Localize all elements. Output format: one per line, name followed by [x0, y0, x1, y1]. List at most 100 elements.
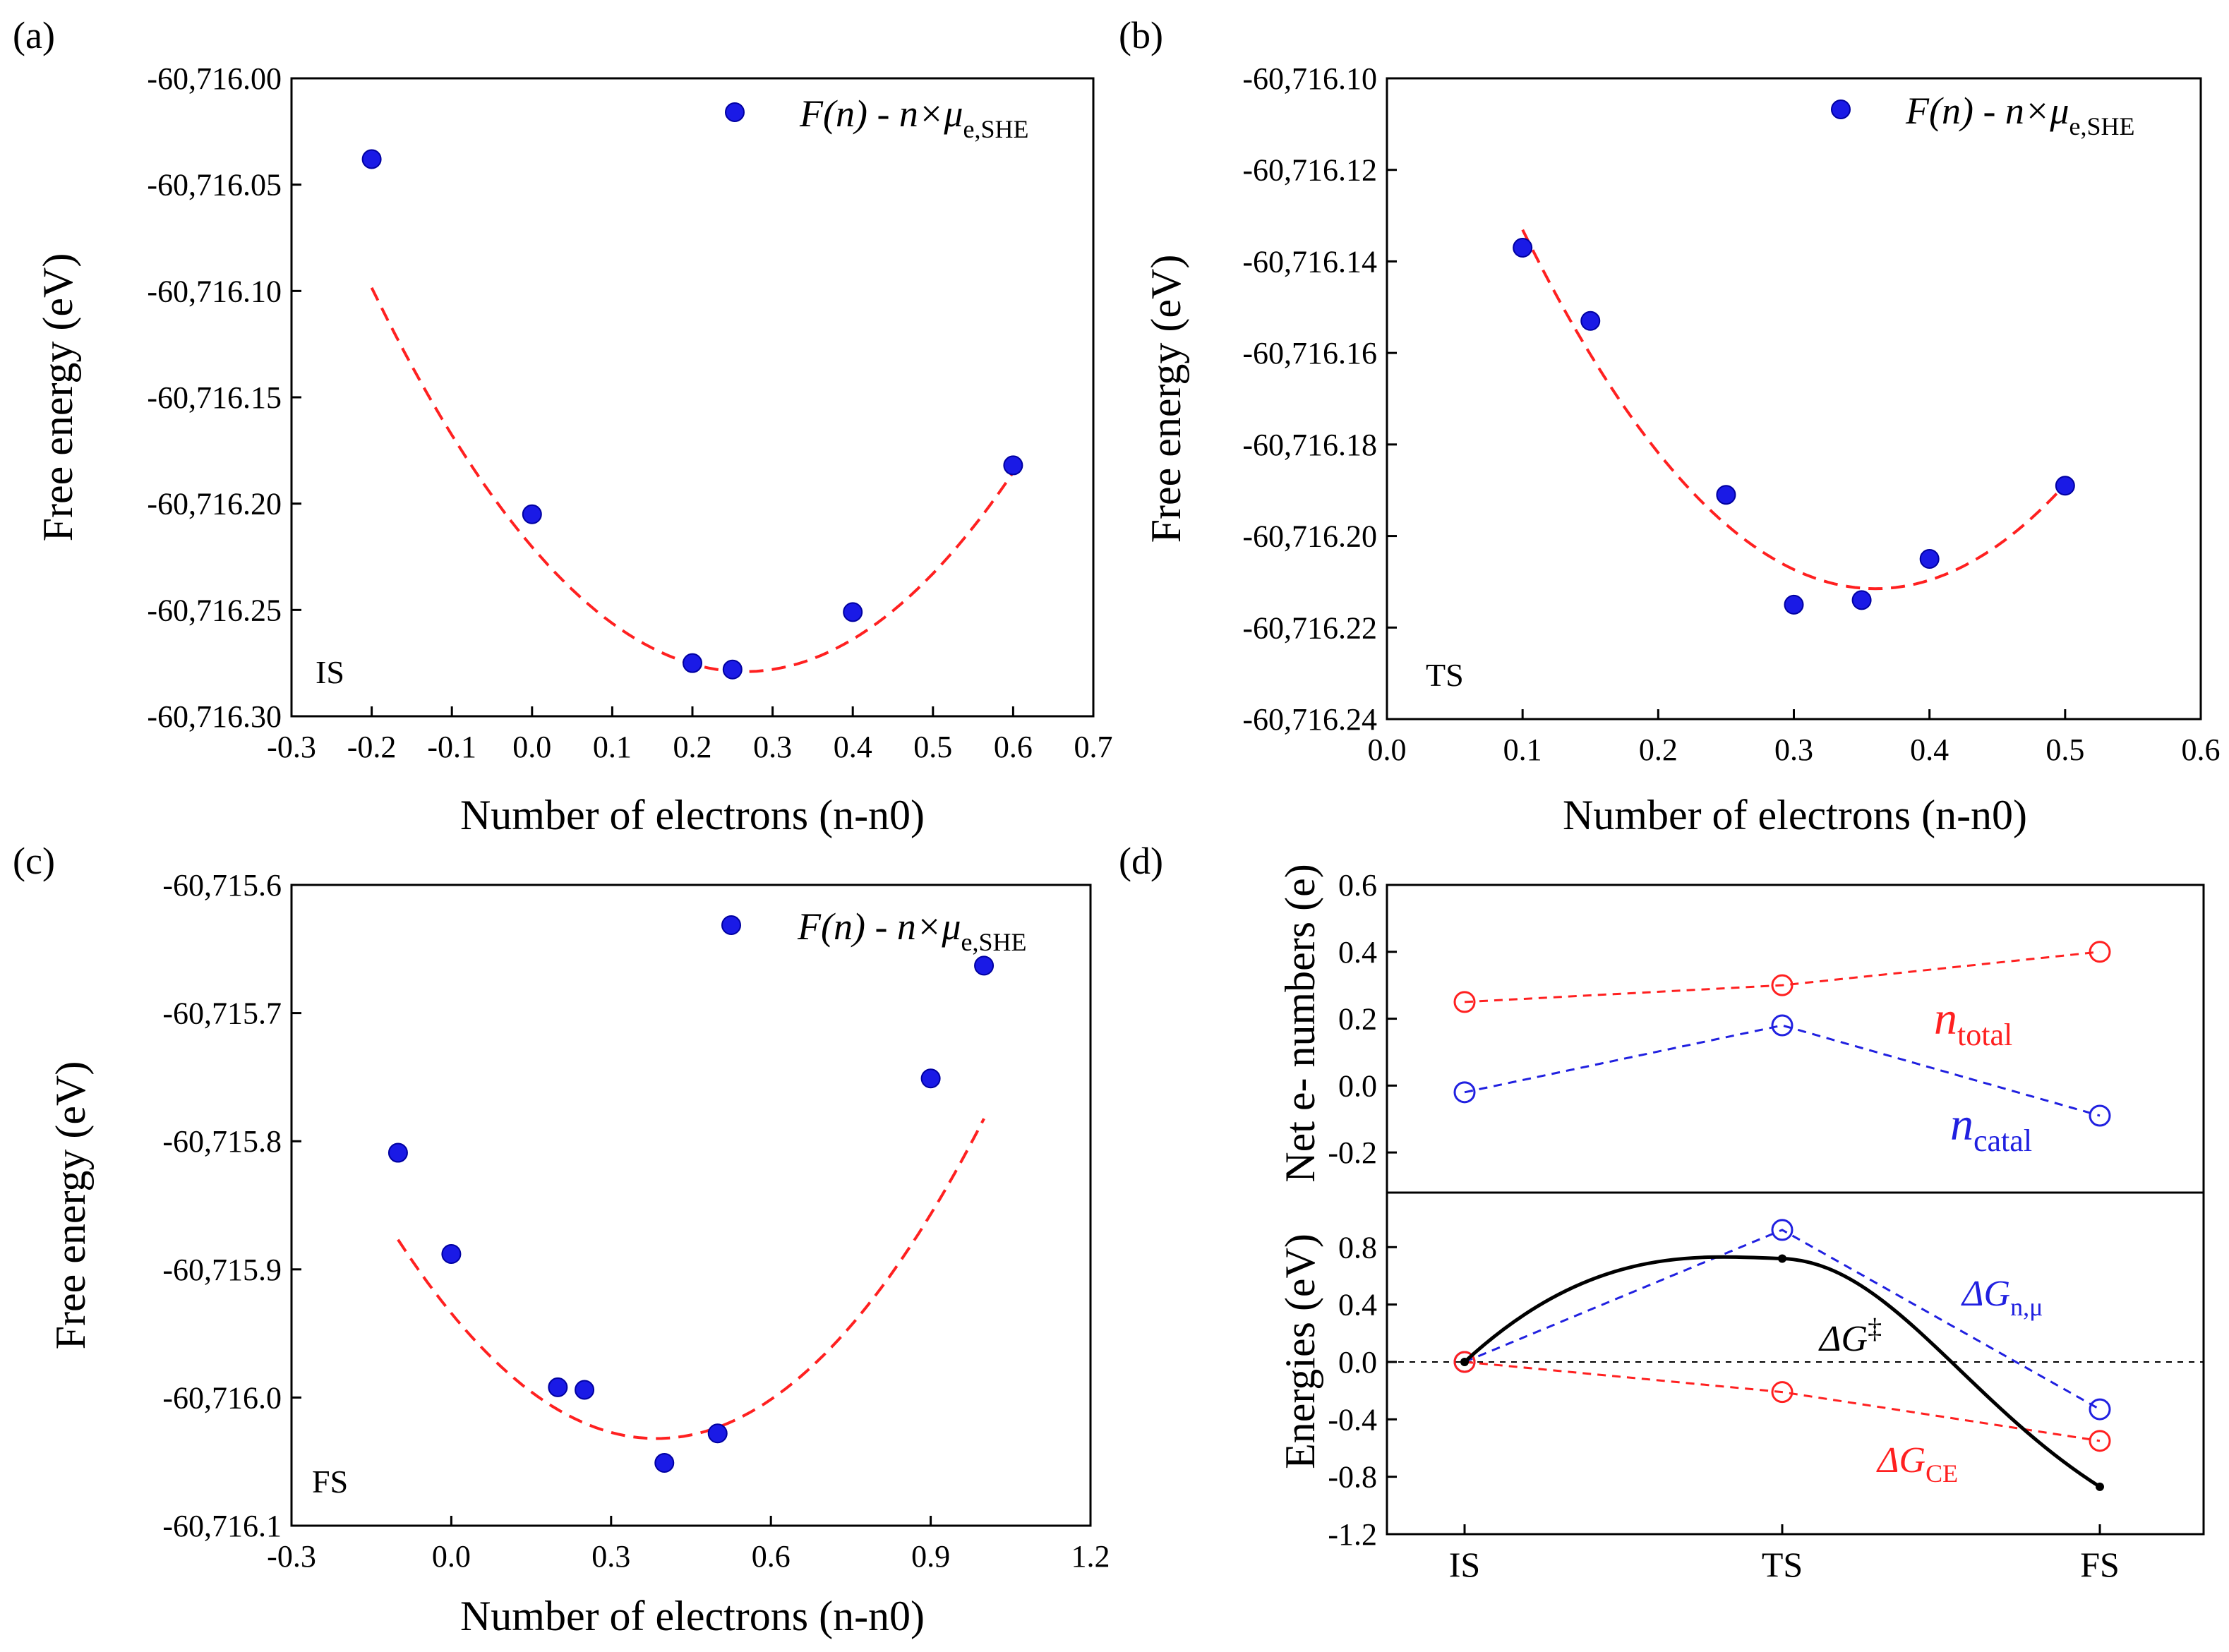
- panel-label-a: (a): [13, 14, 55, 56]
- data-point-b: [1716, 485, 1736, 505]
- series-point-n_catal: [2089, 1104, 2111, 1127]
- series-point-dG_n_mu: [2089, 1398, 2111, 1421]
- legend-marker-a: [725, 102, 745, 122]
- ytick-label-b: -60,716.12: [1242, 153, 1377, 188]
- panel-label-c: (c): [13, 840, 55, 882]
- ytick-label-b: -60,716.14: [1242, 244, 1377, 279]
- panel-label-d: (d): [1119, 840, 1163, 882]
- series-point-dG_CE: [2089, 1430, 2111, 1452]
- series-label-n-catal: ncatal: [1950, 1099, 2032, 1158]
- xlabel-c: Number of electrons (n-n0): [460, 1593, 925, 1639]
- ytick-label-a: -60,716.20: [147, 487, 282, 521]
- data-point-a: [843, 602, 863, 622]
- series-point-dG_barrier: [1778, 1254, 1786, 1263]
- legend-main-b: F(n) - n×μ: [1905, 90, 2069, 132]
- panel-label-b: (b): [1119, 14, 1163, 56]
- series-point-n_catal: [1453, 1081, 1476, 1104]
- legend-label-a: F(n) - n×μe,SHE: [799, 92, 1028, 143]
- data-point-c: [920, 1068, 941, 1089]
- ytick-label-c: -60,715.6: [162, 868, 282, 903]
- fit-curve-c: [397, 1118, 985, 1440]
- plot-frame-b: [1386, 77, 2202, 721]
- dg-n-mu-sub: n,μ: [2010, 1293, 2043, 1321]
- ytick-label-a: -60,716.10: [147, 274, 282, 308]
- xlabel-b: Number of electrons (n-n0): [1563, 792, 2027, 838]
- legend-a: F(n) - n×μe,SHE: [725, 92, 1028, 143]
- xtick-label-b: 0.1: [1503, 732, 1542, 767]
- n-catal-main: n: [1950, 1099, 1973, 1150]
- data-point-b: [1784, 594, 1804, 615]
- ytick-label-d-top: 0.2: [1338, 1002, 1377, 1037]
- ytick-label-a: -60,716.00: [147, 61, 282, 96]
- ytick-label-a: -60,716.25: [147, 593, 282, 627]
- xtick-label-c: 0.3: [591, 1539, 630, 1574]
- data-point-a: [1003, 455, 1023, 476]
- ytick-label-d-top: -0.2: [1328, 1135, 1377, 1170]
- plot-frame-d: [1386, 884, 2205, 1536]
- ytick-label-b: -60,716.18: [1242, 428, 1377, 462]
- xtick-label-a: 0.7: [1074, 730, 1113, 764]
- xtick-label-c: 0.0: [432, 1539, 471, 1574]
- data-point-c: [974, 955, 995, 976]
- legend-b: F(n) - n×μe,SHE: [1831, 90, 2134, 140]
- plot-frame-c: [290, 884, 1092, 1527]
- series-label-dg-barrier: ΔG‡: [1818, 1313, 1882, 1359]
- series-point-n_catal: [1771, 1014, 1794, 1037]
- data-point-b: [1580, 310, 1601, 331]
- state-label-ts: TS: [1426, 657, 1464, 693]
- state-label-is: IS: [316, 654, 344, 690]
- dg-ce-main: ΔG: [1876, 1440, 1925, 1481]
- ytick-label-d-bottom: -0.4: [1328, 1402, 1377, 1437]
- data-point-a: [683, 653, 702, 673]
- ytick-label-c: -60,715.8: [162, 1124, 282, 1159]
- xtick-label-b: 0.3: [1774, 732, 1813, 767]
- series-point-n_total: [2089, 941, 2111, 963]
- series-point-dG_barrier: [1460, 1357, 1469, 1366]
- series-label-n-total: ntotal: [1934, 993, 2012, 1052]
- series-point-dG_CE: [1453, 1351, 1476, 1373]
- ylabel-d-top: Net e- numbers (e): [1277, 864, 1323, 1182]
- series-line-dG_CE: [1464, 1361, 2101, 1442]
- xtick-label-a: 0.0: [512, 730, 551, 764]
- panel-a: (a) -0.3 -0.2 -0.1 0.0 0.1 0.2 0.3 0.4 0.5 0.6 0.7…: [13, 14, 1113, 838]
- legend-sub-c: e,SHE: [961, 928, 1026, 956]
- series-point-n_total: [1771, 974, 1794, 996]
- data-point-b: [1919, 549, 1940, 569]
- ytick-label-d-top: 0.6: [1338, 868, 1377, 903]
- xtick-label-c: 0.9: [911, 1539, 950, 1574]
- data-point-c: [441, 1244, 462, 1265]
- data-point-b: [1513, 237, 1533, 258]
- xtick-label-b: 0.2: [1639, 732, 1678, 767]
- data-point-a: [522, 504, 542, 524]
- legend-label-c: F(n) - n×μe,SHE: [797, 905, 1026, 956]
- category-label: IS: [1449, 1545, 1480, 1584]
- xtick-label-a: 0.2: [673, 730, 712, 764]
- dg-barrier-sup: ‡: [1868, 1313, 1882, 1344]
- legend-sub-b: e,SHE: [2069, 112, 2134, 140]
- panel-d: (d) -0.2 0.0 0.2 0.4 0.6 -1.2 -0.8 -0.4 0.0 0.4 0.…: [1119, 840, 2205, 1584]
- series-line-n_total: [1464, 951, 2101, 1003]
- n-total-sub: total: [1957, 1018, 2012, 1052]
- legend-marker-c: [721, 915, 741, 935]
- xtick-label-c: 0.6: [752, 1539, 791, 1574]
- xtick-label-a: 0.1: [593, 730, 632, 764]
- ytick-label-d-bottom: -1.2: [1328, 1517, 1377, 1552]
- n-catal-sub: catal: [1973, 1123, 2032, 1158]
- data-point-c: [387, 1142, 408, 1163]
- ytick-label-d-bottom: 0.0: [1338, 1345, 1377, 1380]
- ytick-label-b: -60,716.20: [1242, 519, 1377, 554]
- data-point-b: [2055, 476, 2075, 496]
- xtick-label-b: 0.5: [2045, 732, 2084, 767]
- state-label-fs: FS: [312, 1464, 348, 1500]
- legend-c: F(n) - n×μe,SHE: [721, 905, 1026, 956]
- xtick-label-c: -0.3: [267, 1539, 316, 1574]
- data-point-c: [654, 1453, 675, 1473]
- series-line-dG_n_mu: [1464, 1229, 2101, 1411]
- data-point-a: [722, 659, 743, 680]
- xtick-label-a: 0.5: [913, 730, 952, 764]
- series-point-dG_barrier: [2096, 1482, 2104, 1491]
- ytick-label-b: -60,716.22: [1242, 610, 1377, 645]
- ytick-label-d-top: 0.4: [1338, 935, 1377, 970]
- category-label: TS: [1762, 1545, 1803, 1584]
